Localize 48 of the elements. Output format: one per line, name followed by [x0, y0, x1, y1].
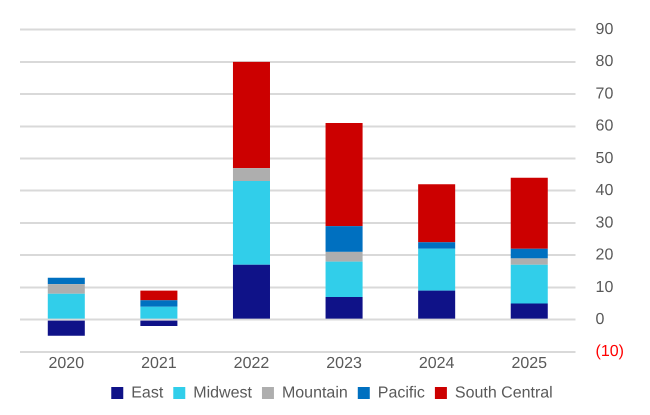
bar — [510, 178, 548, 249]
bar — [232, 168, 270, 182]
bar — [418, 248, 456, 291]
bar — [418, 242, 456, 249]
bar — [326, 252, 363, 262]
y-tick-label: 0 — [596, 310, 605, 328]
x-tick-label: 2020 — [48, 354, 84, 372]
bar — [510, 303, 548, 319]
y-tick-label: 60 — [596, 118, 614, 135]
bar — [140, 290, 178, 300]
bar — [326, 262, 363, 298]
x-tick-label: 2024 — [418, 354, 455, 372]
y-tick-label: 30 — [596, 214, 614, 232]
y-tick-label: 90 — [596, 21, 614, 38]
bar — [326, 123, 363, 226]
bar — [510, 258, 548, 265]
bar — [48, 284, 85, 294]
y-tick-label: (10) — [596, 343, 624, 360]
bar — [232, 181, 270, 265]
bar — [140, 300, 178, 307]
legend-label: Mountain — [282, 384, 348, 402]
y-tick-label: 80 — [596, 53, 614, 70]
bar — [326, 297, 363, 319]
bar — [418, 290, 456, 319]
bar — [232, 264, 270, 319]
bar — [510, 264, 548, 304]
legend-label: Midwest — [193, 384, 253, 402]
x-tick-label: 2025 — [511, 354, 548, 372]
legend-label: Pacific — [378, 384, 425, 402]
x-tick-label: 2023 — [326, 354, 362, 372]
bar — [48, 294, 85, 319]
y-tick-label: 40 — [596, 182, 614, 200]
bar — [140, 306, 178, 319]
y-tick-label: 70 — [596, 85, 614, 102]
bar — [48, 320, 85, 336]
x-tick-label: 2022 — [234, 354, 270, 372]
legend-label: East — [131, 384, 164, 402]
bar — [232, 62, 270, 168]
legend-label: South Central — [454, 384, 553, 402]
y-tick-label: 10 — [596, 278, 614, 296]
bar — [48, 278, 85, 284]
bar — [140, 320, 178, 326]
bar — [418, 184, 456, 242]
bar — [510, 248, 548, 258]
x-tick-label: 2021 — [141, 354, 177, 372]
y-tick-label: 20 — [596, 246, 614, 264]
y-tick-label: 50 — [596, 150, 614, 167]
bar — [326, 226, 363, 252]
